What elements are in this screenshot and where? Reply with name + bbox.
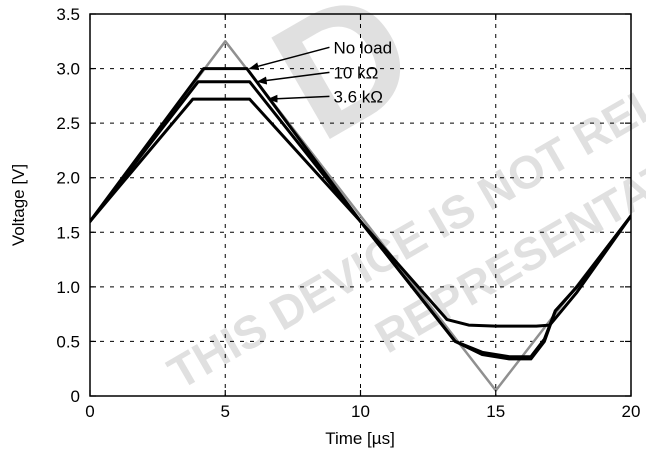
grid-lines xyxy=(90,14,631,396)
annotation-label: 10 kΩ xyxy=(333,63,378,82)
y-tick-label: 0.5 xyxy=(56,332,80,351)
x-tick-label: 15 xyxy=(486,402,505,421)
series-layer xyxy=(90,40,631,392)
y-tick-label: 2.0 xyxy=(56,169,80,188)
y-axis-title: Voltage [V] xyxy=(9,164,28,246)
y-tick-label: 1.0 xyxy=(56,278,80,297)
axis-ticks: 0 5 10 15 20 0 0.5 1.0 1.5 2.0 2.5 3.0 3.5 xyxy=(56,5,640,421)
series-line-output xyxy=(90,67,631,328)
x-tick-label: 20 xyxy=(622,402,641,421)
y-tick-label: 3.0 xyxy=(56,60,80,79)
y-tick-label: 2.5 xyxy=(56,114,80,133)
annotation-label: 3.6 kΩ xyxy=(333,87,383,106)
annotation-label: No load xyxy=(333,38,392,57)
y-tick-label: 3.5 xyxy=(56,5,80,24)
series-line-output xyxy=(90,97,631,361)
x-tick-label: 0 xyxy=(85,402,94,421)
x-tick-label: 5 xyxy=(221,402,230,421)
annotation-arrow xyxy=(267,94,330,103)
y-tick-label: 1.5 xyxy=(56,223,80,242)
annotations: No load 10 kΩ 3.6 kΩ xyxy=(248,38,392,106)
x-axis-title: Time [µs] xyxy=(325,429,395,448)
x-tick-label: 10 xyxy=(351,402,370,421)
annotation-arrow xyxy=(248,46,330,71)
watermark: D THIS DEVICE IS NOT RELEASED REPRESENTA… xyxy=(159,0,646,399)
annotation-arrow xyxy=(256,71,330,85)
y-tick-label: 0 xyxy=(71,387,80,406)
